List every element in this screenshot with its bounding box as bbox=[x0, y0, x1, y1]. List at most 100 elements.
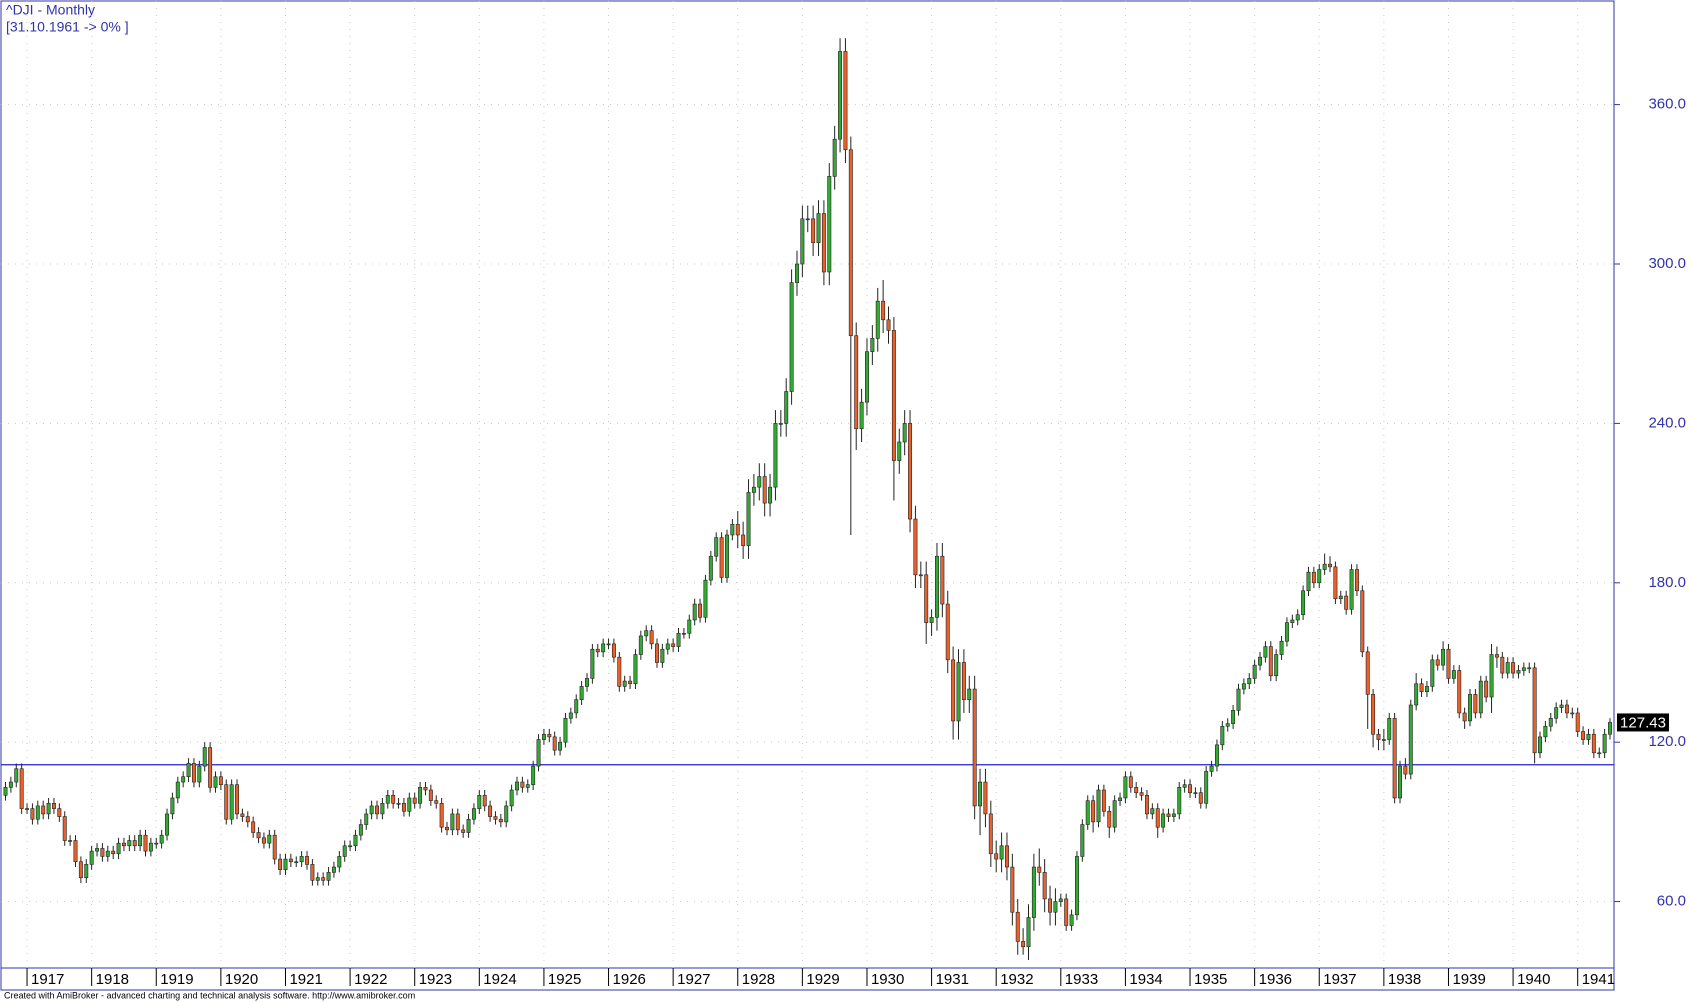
candle-body bbox=[62, 816, 67, 841]
candle-body bbox=[186, 763, 191, 778]
x-tick-label: 1933 bbox=[1065, 971, 1098, 988]
candle-body bbox=[681, 632, 686, 635]
candle-body bbox=[375, 805, 379, 815]
candle-body bbox=[838, 51, 843, 140]
candle-body bbox=[816, 213, 821, 244]
candle-body bbox=[547, 733, 552, 738]
candle-body bbox=[428, 789, 433, 801]
candle-body bbox=[1306, 571, 1311, 592]
candle-body bbox=[1236, 688, 1241, 711]
candle-body bbox=[245, 816, 250, 823]
candle-body bbox=[288, 858, 293, 863]
x-tick-label: 1932 bbox=[1000, 971, 1033, 988]
candle-body bbox=[1328, 563, 1332, 568]
candle-body bbox=[8, 781, 13, 788]
candle-body bbox=[1048, 898, 1053, 913]
candle-body bbox=[983, 781, 988, 815]
last-price-box bbox=[1617, 713, 1669, 732]
candle-body bbox=[1424, 686, 1429, 693]
candle-body bbox=[358, 824, 363, 836]
candle-body bbox=[1559, 704, 1564, 708]
candle-body bbox=[51, 802, 56, 809]
candle-body bbox=[1284, 622, 1289, 642]
candle-body bbox=[1295, 614, 1300, 621]
x-tick-label: 1936 bbox=[1259, 971, 1292, 988]
candle-body bbox=[999, 845, 1004, 860]
candle-body bbox=[1419, 683, 1424, 693]
candle-body bbox=[143, 834, 148, 852]
candle-body bbox=[1376, 733, 1381, 740]
candle-body bbox=[1597, 752, 1602, 755]
y-tick-label: 360.0 bbox=[1648, 96, 1686, 113]
candle-body bbox=[703, 579, 708, 618]
candle-body bbox=[1118, 797, 1123, 801]
candle-body bbox=[1414, 683, 1419, 706]
candle-body bbox=[778, 423, 783, 425]
x-tick-label: 1941 bbox=[1582, 971, 1615, 988]
candle-body bbox=[891, 330, 896, 461]
candle-body bbox=[1602, 733, 1607, 754]
candle-body bbox=[1080, 824, 1085, 857]
candle-body bbox=[353, 834, 358, 847]
candle-body bbox=[515, 781, 519, 791]
candle-body bbox=[148, 842, 153, 852]
candle-body bbox=[585, 678, 589, 687]
candle-body bbox=[1462, 712, 1467, 722]
candle-body bbox=[380, 802, 385, 815]
candle-body bbox=[698, 603, 703, 618]
candle-body bbox=[1101, 789, 1106, 812]
candle-body bbox=[1123, 776, 1128, 799]
candle-body bbox=[633, 654, 638, 685]
x-tick-label: 1917 bbox=[31, 971, 64, 988]
candle-body bbox=[224, 784, 229, 820]
candle-body bbox=[450, 813, 455, 831]
candle-body bbox=[520, 781, 525, 788]
candle-body bbox=[1204, 771, 1209, 804]
candle-body bbox=[1511, 662, 1516, 674]
candle-body bbox=[665, 643, 670, 650]
candle-body bbox=[229, 784, 234, 820]
candle-body bbox=[1128, 776, 1133, 788]
candle-body bbox=[1473, 694, 1478, 714]
candle-body bbox=[1521, 667, 1526, 671]
candle-body bbox=[1112, 800, 1117, 828]
candle-body bbox=[235, 784, 239, 815]
candle-body bbox=[611, 643, 616, 658]
candle-body bbox=[1069, 914, 1074, 926]
candle-body bbox=[240, 813, 245, 817]
x-tick-label: 1918 bbox=[96, 971, 129, 988]
candle-body bbox=[800, 218, 805, 265]
candle-body bbox=[305, 856, 309, 865]
candle-body bbox=[552, 736, 557, 751]
candle-body bbox=[811, 218, 816, 244]
candle-body bbox=[348, 845, 353, 848]
candle-body bbox=[1177, 787, 1182, 815]
candle-body bbox=[1155, 808, 1160, 828]
candle-body bbox=[455, 813, 460, 831]
candle-body bbox=[342, 845, 347, 857]
candle-body bbox=[364, 813, 369, 825]
candle-body bbox=[493, 816, 498, 820]
candle-body bbox=[1538, 736, 1542, 754]
candle-body bbox=[1387, 717, 1392, 740]
candle-body bbox=[116, 842, 121, 855]
y-tick-label: 180.0 bbox=[1648, 574, 1686, 591]
candle-body bbox=[272, 834, 277, 860]
candle-body bbox=[310, 864, 315, 881]
candle-body bbox=[1608, 722, 1612, 735]
candle-body bbox=[865, 351, 869, 403]
candle-body bbox=[30, 808, 35, 820]
candle-body bbox=[337, 856, 342, 868]
x-tick-label: 1937 bbox=[1323, 971, 1356, 988]
candle-body bbox=[1188, 784, 1192, 793]
x-tick-label: 1940 bbox=[1517, 971, 1550, 988]
candle-body bbox=[25, 808, 30, 810]
candle-body bbox=[396, 802, 401, 805]
candle-body bbox=[940, 555, 945, 605]
candle-body bbox=[1096, 789, 1101, 823]
candle-body bbox=[1349, 569, 1354, 610]
candle-body bbox=[439, 802, 444, 828]
candle-body bbox=[994, 853, 999, 860]
